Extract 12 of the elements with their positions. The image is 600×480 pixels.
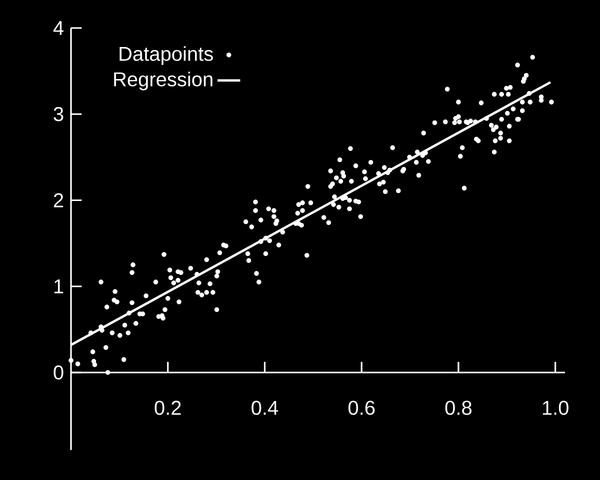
legend-label: Regression	[114, 72, 212, 90]
legend-label: Datapoints	[120, 46, 213, 65]
x-tick-label: 0.4	[252, 400, 278, 415]
y-tick-label: 0	[54, 365, 64, 380]
y-tick-label: 4	[53, 21, 64, 35]
y-tick-label: 2	[54, 193, 64, 208]
y-tick-label: 1	[54, 279, 64, 294]
x-tick-label: 1.0	[542, 400, 568, 415]
x-tick-label: 0.8	[445, 400, 472, 415]
x-tick-label: 0.2	[154, 400, 181, 415]
y-tick-label: 3	[54, 107, 64, 122]
x-tick-label: 0.6	[348, 400, 375, 415]
